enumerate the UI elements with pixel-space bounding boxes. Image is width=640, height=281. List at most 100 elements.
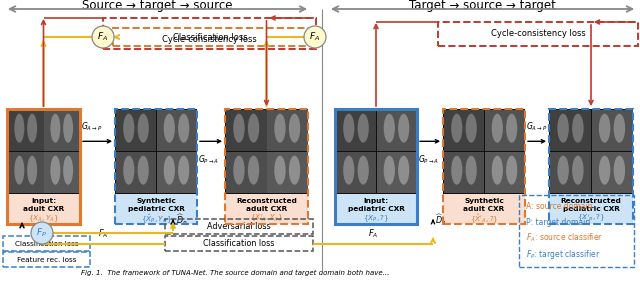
Text: Cycle-consistency loss: Cycle-consistency loss — [162, 35, 257, 44]
Bar — [591, 151, 632, 193]
Ellipse shape — [599, 156, 611, 185]
Bar — [443, 194, 525, 224]
Bar — [165, 236, 313, 251]
Bar — [484, 151, 525, 193]
Text: Target → source → target: Target → source → target — [408, 0, 556, 12]
Bar — [225, 194, 308, 224]
Ellipse shape — [398, 114, 410, 143]
Bar — [519, 195, 634, 267]
Ellipse shape — [289, 114, 300, 143]
Ellipse shape — [124, 156, 134, 185]
Bar — [267, 110, 307, 151]
Bar — [549, 109, 633, 224]
Ellipse shape — [14, 156, 24, 185]
Ellipse shape — [465, 156, 477, 185]
Ellipse shape — [51, 114, 60, 143]
Ellipse shape — [572, 114, 584, 143]
Text: pediatric CXR: pediatric CXR — [348, 206, 404, 212]
Bar — [549, 109, 633, 194]
Text: Synthetic: Synthetic — [136, 198, 176, 204]
Text: $F_A$: $F_A$ — [310, 31, 321, 43]
Bar — [225, 109, 308, 224]
Text: pediatric CXR: pediatric CXR — [563, 206, 620, 212]
Text: pediatric CXR: pediatric CXR — [127, 206, 184, 212]
Text: $F_A$: $F_A$ — [97, 31, 109, 43]
Text: Reconstructed: Reconstructed — [236, 198, 297, 204]
Ellipse shape — [248, 156, 259, 185]
Ellipse shape — [234, 156, 244, 185]
Text: $G_{P\rightarrow A}$: $G_{P\rightarrow A}$ — [418, 153, 439, 166]
Ellipse shape — [178, 114, 189, 143]
Text: $F_P$: target classifier: $F_P$: target classifier — [526, 248, 600, 260]
Ellipse shape — [138, 156, 148, 185]
Ellipse shape — [178, 156, 189, 185]
Ellipse shape — [492, 156, 503, 185]
Text: adult CXR: adult CXR — [463, 206, 504, 212]
Circle shape — [304, 26, 326, 48]
Bar — [549, 194, 633, 224]
Bar — [44, 151, 79, 193]
Text: $\{X_A, Y_A\}$: $\{X_A, Y_A\}$ — [28, 213, 59, 224]
Ellipse shape — [358, 114, 369, 143]
Bar — [335, 194, 417, 224]
Text: Source → target → source: Source → target → source — [82, 0, 232, 12]
Ellipse shape — [275, 156, 285, 185]
Text: $F_A$: $F_A$ — [99, 227, 109, 239]
Bar — [3, 252, 90, 267]
Bar — [7, 109, 80, 194]
Bar — [226, 110, 266, 151]
Text: Feature rec. loss: Feature rec. loss — [17, 257, 76, 262]
Ellipse shape — [384, 114, 395, 143]
Ellipse shape — [451, 114, 463, 143]
Bar — [438, 22, 638, 46]
Bar — [165, 219, 313, 234]
Text: Reconstructed: Reconstructed — [561, 198, 621, 204]
Ellipse shape — [138, 114, 148, 143]
Text: adult CXR: adult CXR — [246, 206, 287, 212]
Text: Classification loss: Classification loss — [173, 33, 248, 42]
Bar — [113, 28, 308, 46]
Ellipse shape — [465, 114, 477, 143]
Bar — [157, 110, 196, 151]
Text: $F_A$: $F_A$ — [368, 227, 378, 239]
Ellipse shape — [572, 156, 584, 185]
Bar — [8, 151, 44, 193]
Ellipse shape — [63, 114, 73, 143]
Bar — [335, 109, 417, 224]
Text: Classification loss: Classification loss — [15, 241, 78, 246]
Text: Synthetic: Synthetic — [464, 198, 504, 204]
Ellipse shape — [27, 156, 37, 185]
Ellipse shape — [27, 114, 37, 143]
Ellipse shape — [343, 114, 355, 143]
Circle shape — [31, 222, 53, 244]
Text: Input:: Input: — [31, 198, 56, 204]
Bar — [225, 109, 308, 194]
Text: $\{\hat{X}'_A, ?\}$: $\{\hat{X}'_A, ?\}$ — [470, 212, 499, 225]
Ellipse shape — [164, 156, 175, 185]
Text: Cycle-consistency loss: Cycle-consistency loss — [491, 30, 586, 38]
Ellipse shape — [398, 156, 410, 185]
Ellipse shape — [384, 156, 395, 185]
Ellipse shape — [51, 156, 60, 185]
Ellipse shape — [14, 114, 24, 143]
Ellipse shape — [248, 114, 259, 143]
Circle shape — [92, 26, 114, 48]
Bar — [550, 110, 591, 151]
Bar — [3, 236, 90, 251]
Text: adult CXR: adult CXR — [23, 206, 64, 212]
Text: $F_P$: $F_P$ — [36, 227, 47, 239]
Text: $\{X'_P, ?\}$: $\{X'_P, ?\}$ — [577, 213, 605, 224]
Ellipse shape — [506, 156, 517, 185]
Bar — [591, 110, 632, 151]
Ellipse shape — [557, 156, 569, 185]
Bar — [226, 151, 266, 193]
Text: $\widehat{D}_A$: $\widehat{D}_A$ — [435, 213, 447, 228]
Bar — [376, 110, 417, 151]
Bar — [444, 110, 484, 151]
Ellipse shape — [164, 114, 175, 143]
Text: $G_{P\rightarrow A}$: $G_{P\rightarrow A}$ — [198, 153, 219, 166]
Ellipse shape — [234, 114, 244, 143]
Ellipse shape — [557, 114, 569, 143]
Bar — [8, 110, 44, 151]
Ellipse shape — [614, 156, 625, 185]
